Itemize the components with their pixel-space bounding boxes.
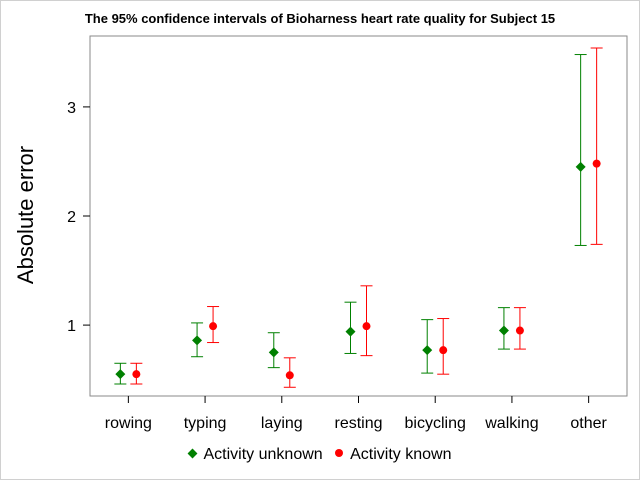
data-point: [592, 159, 601, 168]
x-tick-label: other: [570, 415, 607, 432]
data-point: [268, 347, 279, 358]
data-point: [362, 322, 371, 331]
data-point: [345, 326, 356, 337]
data-point: [192, 335, 203, 346]
legend-item-activity-unknown: Activity unknown: [187, 446, 323, 464]
x-tick-label: rowing: [105, 415, 152, 432]
data-point: [439, 346, 448, 355]
data-point: [422, 345, 433, 356]
legend-label-activity-known: Activity known: [350, 446, 452, 463]
x-tick-label: walking: [484, 415, 538, 432]
diamond-marker-icon: [187, 448, 197, 459]
series-layer: [114, 47, 603, 388]
x-tick-label: resting: [334, 415, 382, 432]
series-activity-known: [130, 47, 603, 388]
plot-border: [89, 35, 628, 397]
data-point: [285, 371, 294, 380]
y-tick-label: 1: [67, 318, 76, 335]
data-point: [575, 161, 586, 172]
chart-title: The 95% confidence intervals of Bioharne…: [84, 11, 556, 26]
legend-item-activity-known: Activity known: [335, 446, 452, 464]
data-point: [115, 369, 126, 380]
data-point: [209, 322, 218, 331]
x-tick-label: typing: [184, 415, 227, 432]
legend-label-activity-unknown: Activity unknown: [203, 446, 323, 463]
data-point: [515, 326, 524, 335]
data-point: [132, 370, 141, 379]
x-tick-label: laying: [261, 415, 303, 432]
y-axis: 1 2 3: [67, 100, 90, 335]
circle-marker-icon: [335, 449, 344, 457]
data-point: [498, 325, 509, 336]
y-tick-label: 2: [67, 209, 76, 226]
series-activity-unknown: [114, 54, 587, 385]
legend: Activity unknown Activity known: [0, 446, 640, 464]
x-tick-label: bicycling: [405, 415, 466, 432]
x-axis: rowing typing laying resting bicycling walkin…: [105, 396, 608, 432]
y-tick-label: 3: [67, 100, 76, 117]
